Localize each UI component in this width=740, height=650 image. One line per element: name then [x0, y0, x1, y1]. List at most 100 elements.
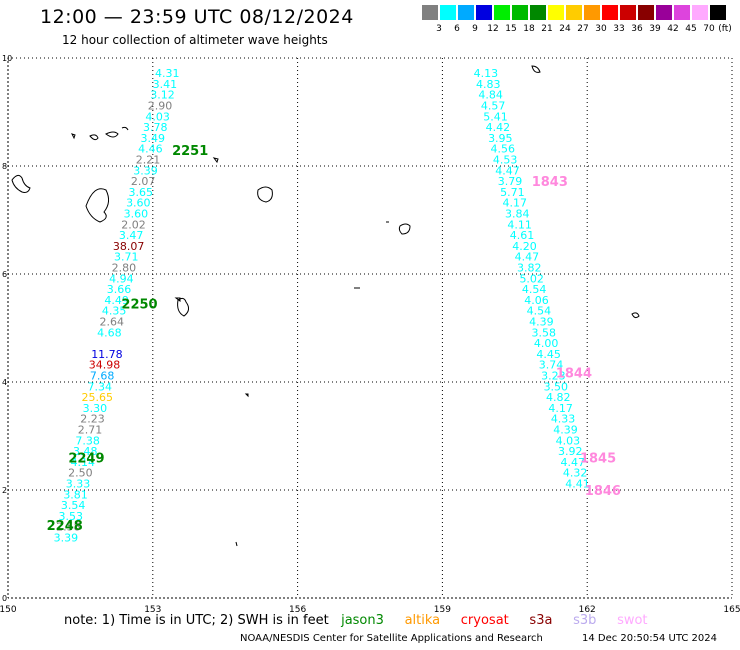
satellite-s3a: s3a [508, 613, 553, 628]
color-scale-label: 15 [505, 24, 517, 34]
lat-tick-label: 4 [2, 378, 7, 387]
wave-height-value: 3.74 [539, 359, 564, 372]
color-scale-label: 6 [454, 24, 460, 34]
wave-height-value: 3.95 [488, 132, 513, 145]
wave-height-value: 4.17 [548, 402, 573, 415]
island-outline [177, 297, 190, 317]
wave-height-value: 3.92 [558, 445, 583, 458]
wave-height-value: 3.53 [58, 510, 83, 523]
wave-height-value: 34.98 [89, 359, 121, 372]
wave-height-value: 2.80 [112, 262, 137, 275]
island-outline [174, 297, 181, 302]
island-outline [631, 312, 640, 319]
wave-height-value: 4.53 [493, 154, 518, 167]
wave-height-value: 25.65 [82, 391, 114, 404]
wave-height-value: 3.39 [133, 164, 158, 177]
wave-height-value: 3.48 [73, 445, 98, 458]
color-scale-label: 21 [541, 24, 553, 34]
legend-note: note: 1) Time is in UTC; 2) SWH is in fe… [64, 613, 648, 628]
wave-height-value: 11.78 [91, 348, 123, 361]
wave-height-value: 5.41 [483, 110, 508, 123]
island-outline [85, 188, 110, 223]
wave-height-value: 4.42 [486, 121, 511, 134]
wave-height-value: 4.13 [474, 67, 499, 80]
wave-height-value: 3.79 [498, 175, 523, 188]
island-outline [531, 65, 541, 73]
observation-values: 4.313.413.122.904.033.783.494.462.213.39… [54, 67, 590, 544]
wave-height-value: 4.03 [556, 434, 581, 447]
color-swatch [512, 5, 528, 20]
wave-height-value: 4.41 [565, 478, 590, 491]
wave-height-value: 3.39 [54, 532, 79, 545]
wave-height-value: 2.21 [136, 154, 161, 167]
wave-height-value: 3.84 [505, 208, 530, 221]
satellite-s3b: s3b [552, 613, 597, 628]
pass-labels: 2251 2250 2249 2248 1843 1844 1845 1846 [47, 144, 621, 534]
wave-height-value: 2.58 [56, 521, 81, 534]
wave-height-value: 7.68 [90, 370, 115, 383]
wave-height-value: 3.60 [126, 197, 151, 210]
pass-number-label: 2251 [172, 144, 208, 159]
island-outline [121, 126, 129, 131]
wave-height-value: 3.49 [141, 132, 166, 145]
satellite-swot: swot [596, 613, 648, 628]
color-swatch [656, 5, 672, 20]
wave-height-value: 4.61 [510, 229, 535, 242]
map-title: 12:00 — 23:59 UTC 08/12/2024 [40, 6, 354, 28]
satellite-cryosat: cryosat [440, 613, 509, 628]
wave-height-value: 3.65 [128, 186, 153, 199]
wave-height-value: 2.50 [68, 467, 93, 480]
color-swatch [584, 5, 600, 20]
wave-height-value: 3.58 [532, 326, 557, 339]
color-scale-label: 30 [595, 24, 607, 34]
color-scale-label: 42 [667, 24, 679, 34]
wave-height-value: 3.60 [124, 208, 149, 221]
wave-height-value: 4.03 [145, 110, 170, 123]
lon-tick-label: 156 [289, 605, 306, 615]
satellite-jason3: jason3 [332, 613, 384, 628]
color-scale-label: 36 [631, 24, 643, 34]
color-scale-label: 45 [685, 24, 697, 34]
wave-height-value: 4.49 [104, 294, 129, 307]
island-outlines [11, 65, 640, 547]
color-swatch [530, 5, 546, 20]
wave-height-value: 4.94 [109, 272, 134, 285]
wave-height-value: 4.06 [524, 294, 549, 307]
color-swatch [620, 5, 636, 20]
island-outline [244, 393, 249, 398]
wave-height-value: 4.35 [102, 305, 127, 318]
color-swatch [710, 5, 726, 20]
color-swatch [440, 5, 456, 20]
lat-lon-grid [7, 57, 733, 599]
island-outline [89, 134, 99, 141]
wave-height-value: 4.39 [529, 316, 554, 329]
wave-height-value: 4.83 [476, 78, 501, 91]
wave-height-value: 4.00 [534, 337, 559, 350]
lat-tick-label: 8 [2, 162, 7, 171]
wave-height-value: 3.41 [153, 78, 178, 91]
color-swatch [494, 5, 510, 20]
color-swatch [602, 5, 618, 20]
color-swatch [548, 5, 564, 20]
lat-tick-label: 2 [2, 486, 7, 495]
wave-height-value: 4.17 [503, 197, 528, 210]
color-swatch [638, 5, 654, 20]
wave-height-value: 3.47 [119, 229, 144, 242]
wave-height-value: 4.82 [546, 391, 571, 404]
wave-height-value: 3.82 [517, 262, 542, 275]
wave-height-value: 4.45 [536, 348, 561, 361]
wave-height-value: 4.47 [560, 456, 585, 469]
wave-height-value: 4.47 [515, 251, 540, 264]
color-scale-label: 9 [472, 24, 478, 34]
wave-height-value: 4.57 [481, 100, 506, 113]
note-text: note: 1) Time is in UTC; 2) SWH is in fe… [64, 613, 329, 628]
lon-tick-label: 153 [144, 605, 161, 615]
wave-height-value: 4.39 [553, 424, 578, 437]
lat-tick-label: 0 [2, 594, 7, 603]
wave-height-value: 2.02 [121, 218, 146, 231]
pass-number-label: 1844 [556, 366, 592, 381]
wave-height-value: 4.54 [527, 305, 552, 318]
island-outline [11, 174, 31, 193]
wave-height-value: 4.47 [495, 164, 520, 177]
